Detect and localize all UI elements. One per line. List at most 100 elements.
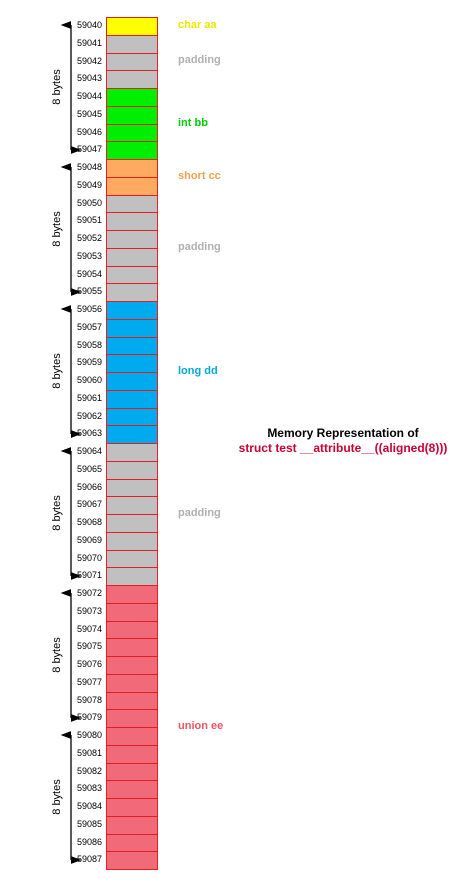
memory-cell <box>106 762 158 782</box>
block-label: union ee <box>178 720 224 732</box>
byte-group-label: 8 bytes <box>51 494 63 531</box>
memory-cell <box>106 159 158 178</box>
memory-cell <box>106 88 158 107</box>
address-label: 59041 <box>76 37 102 48</box>
memory-cell <box>106 460 158 480</box>
address-label: 59066 <box>76 481 102 492</box>
memory-cell <box>106 176 158 196</box>
address-label: 59056 <box>76 304 102 314</box>
memory-cell <box>106 744 158 764</box>
memory-cell <box>106 194 158 214</box>
address-label: 59085 <box>76 818 102 829</box>
address-label: 59061 <box>76 392 102 403</box>
byte-group-label: 8 bytes <box>51 352 63 389</box>
memory-cell <box>106 549 158 569</box>
memory-cell <box>106 620 158 640</box>
block-label: padding <box>178 507 221 519</box>
address-label: 59084 <box>76 801 102 811</box>
address-label: 59075 <box>76 641 102 652</box>
address-label: 59058 <box>76 339 102 350</box>
block-label: int bb <box>178 116 208 129</box>
memory-cell <box>106 354 158 373</box>
memory-cell <box>106 709 158 728</box>
memory-cell <box>106 567 158 586</box>
address-label: 59068 <box>76 517 102 527</box>
memory-cell <box>106 34 158 54</box>
address-label: 59081 <box>76 747 102 758</box>
address-label: 59045 <box>76 108 102 119</box>
address-label: 59051 <box>76 215 102 226</box>
address-label: 59040 <box>76 20 102 30</box>
memory-cell <box>106 496 158 515</box>
memory-cell <box>106 851 158 870</box>
memory-cell <box>106 727 158 746</box>
memory-cell <box>106 247 158 267</box>
address-label: 59076 <box>76 659 102 669</box>
memory-cell <box>106 833 158 853</box>
memory-cell <box>106 815 158 835</box>
memory-cell <box>106 531 158 551</box>
address-label: 59044 <box>76 91 102 101</box>
byte-group-label: 8 bytes <box>51 68 63 105</box>
block-label: short cc <box>178 169 221 182</box>
address-label: 59083 <box>76 783 102 794</box>
address-label: 59057 <box>76 321 102 332</box>
address-label: 59072 <box>76 588 102 598</box>
memory-cell <box>106 336 158 356</box>
memory-cell <box>106 70 158 89</box>
address-label: 59043 <box>76 73 102 84</box>
memory-cell <box>106 780 158 799</box>
memory-cell <box>106 602 158 622</box>
address-label: 59064 <box>76 446 102 456</box>
address-label: 59055 <box>76 286 102 297</box>
memory-cell <box>106 691 158 711</box>
byte-group-label: 8 bytes <box>51 778 63 815</box>
memory-cell <box>106 230 158 249</box>
memory-cell <box>106 105 158 125</box>
memory-cell <box>106 123 158 143</box>
address-label: 59071 <box>76 570 102 581</box>
memory-cell <box>106 656 158 675</box>
address-label: 59065 <box>76 463 102 474</box>
address-label: 59050 <box>76 197 102 208</box>
address-label: 59079 <box>76 712 102 723</box>
memory-cell <box>106 585 158 604</box>
address-label: 59052 <box>76 233 102 243</box>
memory-cell <box>106 52 158 72</box>
block-label: padding <box>178 54 221 67</box>
diagram-subtitle: struct test __attribute__((aligned(8))) <box>238 441 448 455</box>
address-label: 59082 <box>76 765 102 776</box>
memory-cell <box>106 389 158 409</box>
memory-cell <box>106 17 158 36</box>
memory-cell <box>106 443 158 462</box>
address-label: 59062 <box>76 410 102 421</box>
memory-cell <box>106 265 158 285</box>
address-label: 59087 <box>76 854 102 865</box>
byte-group-label: 8 bytes <box>51 210 63 247</box>
address-label: 59047 <box>76 144 102 155</box>
address-label: 59078 <box>76 694 102 705</box>
address-label: 59063 <box>76 428 102 439</box>
address-label: 59074 <box>76 623 102 634</box>
address-label: 59053 <box>76 250 102 261</box>
address-label: 59073 <box>76 605 102 616</box>
memory-cell <box>106 212 158 231</box>
memory-cell <box>106 478 158 498</box>
address-label: 59077 <box>76 676 102 687</box>
block-label: char aa <box>178 18 217 31</box>
address-label: 59070 <box>76 552 102 563</box>
memory-cell <box>106 407 158 427</box>
address-label: 59086 <box>76 836 102 847</box>
address-label: 59042 <box>76 55 102 66</box>
memory-cell <box>106 638 158 657</box>
memory-cell <box>106 141 158 160</box>
address-label: 59059 <box>76 357 102 368</box>
memory-cell <box>106 798 158 817</box>
address-label: 59049 <box>76 179 102 190</box>
byte-group-label: 8 bytes <box>51 636 63 673</box>
memory-cell <box>106 514 158 533</box>
memory-cell <box>106 673 158 693</box>
block-label: long dd <box>178 365 218 377</box>
memory-cell <box>106 318 158 338</box>
